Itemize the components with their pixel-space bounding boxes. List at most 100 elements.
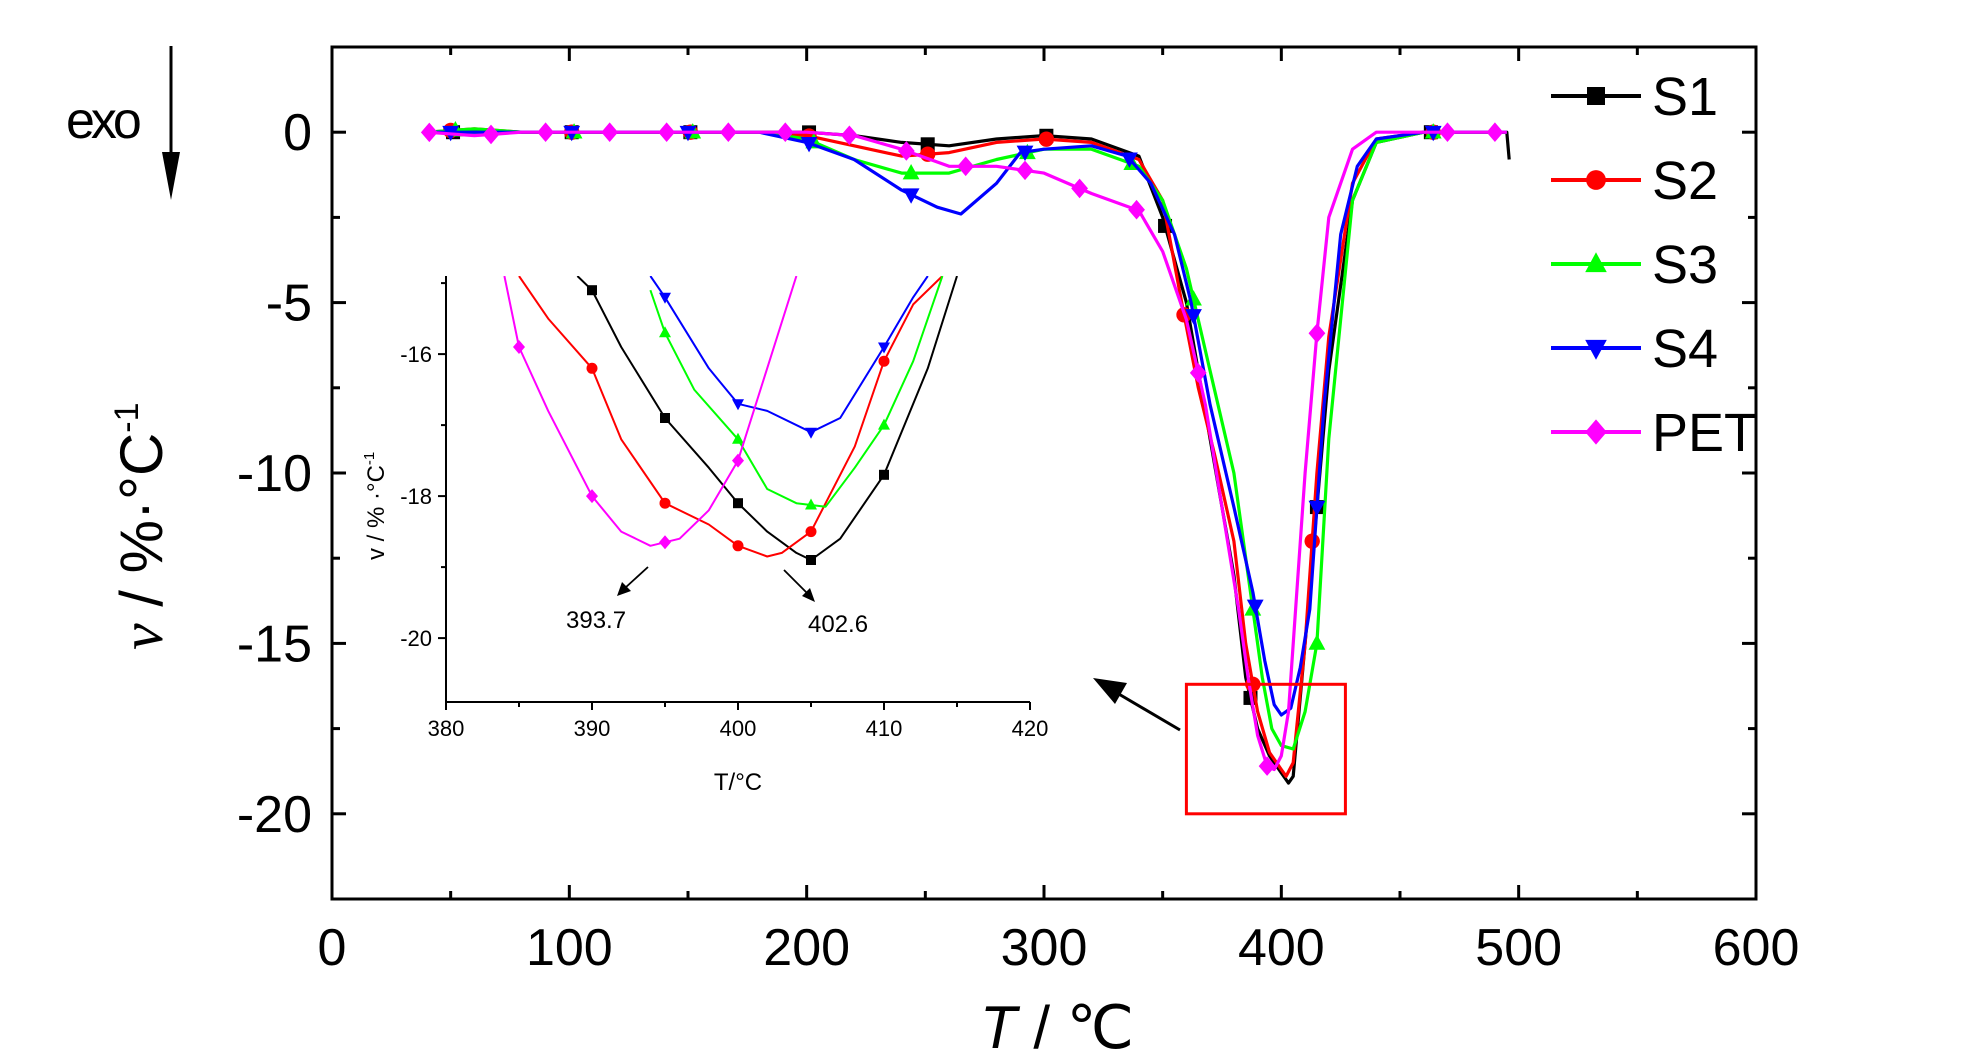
legend-marker [1587,87,1605,105]
y-axis-title: v / %·°C-1 [108,402,175,650]
inset-data-point-s1 [587,285,597,296]
annotation-arrow-s2 [783,569,809,595]
inset-data-point-s2 [732,540,744,552]
inset-series-pet [503,276,798,550]
data-point-pet [1439,122,1456,142]
x-tick-label: 0 [318,919,347,977]
inset-data-point-pet [586,489,598,504]
data-point-pet [1189,363,1207,383]
legend-label: PET [1652,403,1757,463]
data-point-pet [1258,756,1276,776]
inset-x-tick-label: 400 [720,716,757,741]
data-point-pet [840,125,858,146]
inset-series-s3 [649,276,944,510]
inset-data-point-pet [659,535,671,550]
legend-marker [1586,170,1606,190]
inset-y-tick-label: -20 [400,626,432,651]
data-point-s4 [800,136,818,153]
inset-x-axis-title: T/°C [714,769,762,796]
legend-label: S3 [1652,235,1718,295]
inset-data-point-s2 [586,362,598,374]
data-point-s4 [902,188,920,204]
inset-data-point-s3 [659,326,671,338]
inset-x-tick-label: 410 [866,716,903,741]
inset-series-s4 [649,276,929,439]
data-point-pet [1128,199,1145,220]
legend-label: S2 [1652,151,1718,211]
inset-x-tick-label: 390 [574,716,611,741]
series-pet [420,122,1507,776]
y-tick-label: -15 [237,615,312,673]
inset-data-point-pet [513,340,525,354]
legend-item-s3: S3 [1551,235,1718,295]
data-point-pet [482,124,500,145]
annotation-arrow-pet [624,566,649,589]
legend-marker [1585,419,1607,445]
inset-data-point-s1 [879,469,889,480]
data-point-pet [537,122,554,142]
x-tick-label: 500 [1475,919,1562,977]
x-tick-label: 400 [1238,919,1325,977]
data-point-s3 [902,163,920,180]
series-line-pet [426,130,1507,772]
inset-pointer-arrow [1111,688,1181,732]
inset-data-point-s4 [878,342,890,354]
inset-series-s1 [576,276,958,565]
y-tick-label: -5 [266,275,312,333]
inset-y-tick-label: -18 [400,484,432,509]
inset-data-point-s1 [733,498,743,509]
inset-series-line-pet [503,276,798,547]
legend-marker [1585,339,1607,360]
inset-data-point-pet [732,453,744,468]
inset-data-point-s2 [659,497,671,509]
legend-item-s1: S1 [1551,67,1718,127]
data-point-pet [719,122,737,142]
data-point-pet [1486,122,1504,142]
inset-series-s2 [518,276,944,558]
legend-item-pet: PET [1551,403,1757,463]
inset-data-point-s1 [660,413,670,423]
annotation-arrowhead-pet [617,582,631,596]
legend-item-s2: S2 [1551,151,1718,211]
legend: S1 S2 S3 S4 PET [1551,67,1757,463]
x-tick-label: 300 [1001,919,1088,977]
inset-data-point-s2 [805,526,817,538]
inset-pointer-arrowhead [1093,678,1127,704]
y-tick-label: 0 [283,104,312,162]
legend-label: S4 [1652,319,1718,379]
y-tick-label: -10 [237,445,312,503]
x-tick-label: 200 [763,919,850,977]
data-point-s3 [1308,634,1326,650]
data-point-s2 [1304,533,1320,549]
inset-x-tick-label: 380 [428,716,465,741]
data-point-pet [897,141,915,161]
exo-arrowhead [162,152,180,200]
inset-series-line-s4 [649,276,929,434]
data-point-s2 [1038,131,1055,147]
data-point-s4 [1308,500,1326,517]
inset-data-point-s4 [732,399,744,411]
inset-chart: 380 390 400 410 420 -16 -18 -20 393.7 402.6 T/°C… [361,276,1048,796]
x-axis-title: T / ℃ [980,994,1134,1061]
annotation-arrowhead-s2 [802,588,815,602]
y-tick-label: -20 [237,786,312,844]
inset-data-point-s3 [878,418,890,430]
inset-data-point-s3 [805,498,817,510]
inset-data-point-s4 [805,427,817,439]
data-point-pet [1071,178,1088,199]
legend-label: S1 [1652,67,1718,127]
inset-x-tick-label: 420 [1012,716,1049,741]
data-point-pet [601,122,619,142]
annotation-label-pet: 393.7 [566,607,626,634]
zoom-highlight-box [1184,682,1347,816]
data-point-s4 [1246,599,1264,616]
inset-series-line-s3 [649,276,944,508]
inset-series-line-s2 [518,276,944,558]
annotation-label-s2: 402.6 [808,611,868,638]
inset-y-axis-title: v / % ·°C-1 [361,452,390,560]
data-point-s4 [1185,309,1202,325]
exo-label: exo [66,92,140,150]
inset-data-point-s2 [878,355,890,367]
data-point-s4 [1121,152,1138,168]
